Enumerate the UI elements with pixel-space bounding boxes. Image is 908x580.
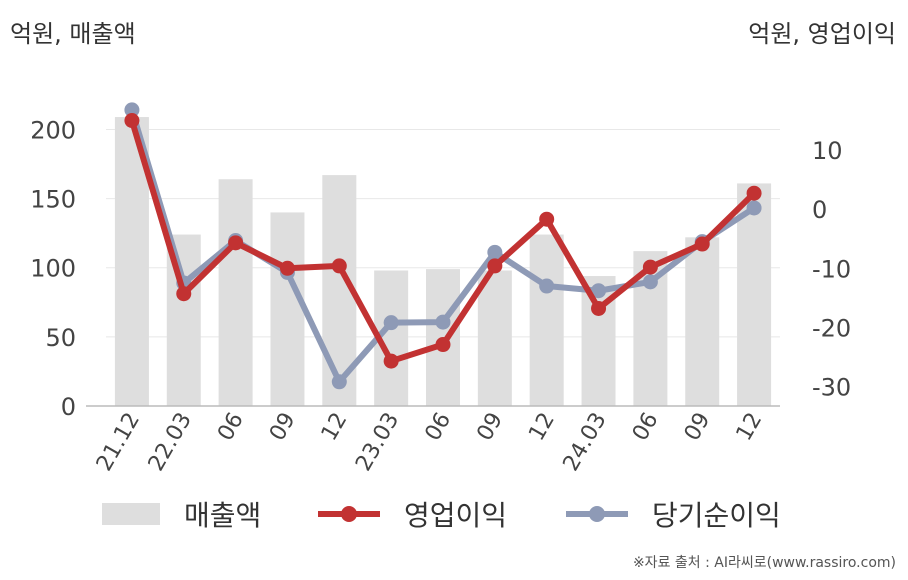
legend-swatch-operating-profit — [318, 503, 380, 525]
point-net-profit — [591, 283, 607, 299]
point-operating-profit — [383, 353, 399, 369]
x-axis-tick-label: 12 — [317, 409, 353, 446]
bar-revenue — [529, 234, 564, 406]
x-axis-tick-label: 22.03 — [144, 409, 197, 476]
bar-revenue — [477, 270, 512, 406]
bar-revenue — [685, 237, 720, 406]
point-net-profit — [435, 314, 451, 330]
x-axis-tick-label: 12 — [732, 409, 768, 446]
left-axis-tick-label: 50 — [45, 324, 76, 352]
point-net-profit — [331, 374, 347, 390]
x-axis-tick-label: 06 — [421, 409, 457, 446]
right-axis-tick-label: -30 — [812, 373, 851, 401]
x-axis-tick-label: 12 — [524, 409, 560, 446]
legend: 매출액 영업이익 당기순이익 — [0, 492, 908, 536]
point-net-profit — [746, 200, 762, 216]
legend-item-net-profit: 당기순이익 — [566, 492, 781, 536]
point-operating-profit — [694, 236, 710, 252]
legend-swatch-net-profit — [566, 503, 628, 525]
left-axis-tick-label: 200 — [30, 116, 76, 144]
right-axis-tick-label: -10 — [812, 255, 851, 283]
x-axis-tick-label: 24.03 — [559, 409, 612, 476]
x-axis-tick-label: 06 — [213, 409, 249, 446]
x-axis-tick-label: 09 — [680, 409, 716, 446]
point-net-profit — [539, 278, 555, 294]
point-net-profit — [642, 274, 658, 290]
legend-label-net-profit: 당기순이익 — [652, 499, 781, 532]
point-operating-profit — [642, 259, 658, 275]
left-axis-tick-label: 150 — [30, 186, 76, 214]
legend-item-operating-profit: 영업이익 — [318, 492, 507, 536]
point-operating-profit — [124, 113, 140, 129]
right-axis-unit: 억원, 영업이익 — [748, 20, 896, 48]
x-axis-tick-label: 09 — [472, 409, 508, 446]
point-operating-profit — [279, 260, 295, 276]
right-axis-tick-label: -20 — [812, 314, 851, 342]
bar-revenue — [270, 212, 305, 406]
x-axis-tick-label: 06 — [628, 409, 664, 446]
left-axis-unit: 억원, 매출액 — [10, 20, 136, 48]
point-net-profit — [124, 102, 140, 118]
right-axis-tick-label: 0 — [812, 196, 827, 224]
x-axis-tick-label: 23.03 — [351, 409, 404, 476]
legend-label-revenue: 매출액 — [184, 499, 262, 532]
legend-swatch-revenue — [102, 503, 160, 525]
point-operating-profit — [591, 300, 607, 316]
point-operating-profit — [176, 286, 192, 302]
bar-revenue — [737, 183, 772, 406]
source-note: ※자료 출처 : AI라씨로(www.rassiro.com) — [632, 555, 896, 571]
point-net-profit — [383, 315, 399, 331]
left-axis-tick-label: 0 — [61, 393, 76, 421]
point-operating-profit — [435, 337, 451, 353]
left-axis-tick-label: 100 — [30, 255, 76, 283]
point-net-profit — [487, 244, 503, 260]
x-axis-tick-label: 21.12 — [92, 409, 145, 476]
point-operating-profit — [331, 258, 347, 274]
legend-label-operating-profit: 영업이익 — [404, 499, 508, 532]
right-axis-tick-label: 10 — [812, 137, 843, 165]
x-axis-tick-label: 09 — [265, 409, 301, 446]
point-operating-profit — [539, 211, 555, 227]
point-operating-profit — [487, 258, 503, 274]
bar-revenue — [218, 179, 253, 406]
point-operating-profit — [228, 235, 244, 251]
point-operating-profit — [746, 185, 762, 201]
legend-item-revenue: 매출액 — [102, 492, 261, 536]
